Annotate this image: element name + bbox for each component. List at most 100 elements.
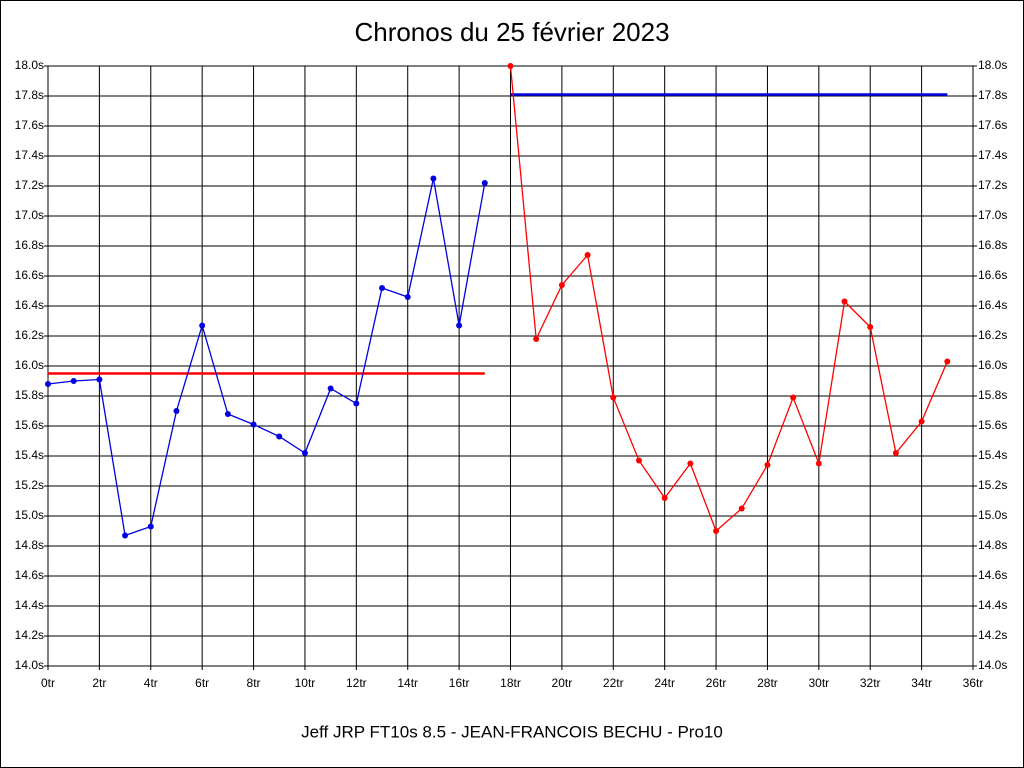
data-point xyxy=(610,394,617,401)
x-tick-label: 12tr xyxy=(346,676,367,690)
y-tick-label: 15.4s xyxy=(15,448,44,462)
data-point xyxy=(199,322,206,329)
data-point xyxy=(173,408,180,414)
y2-tick-label: 16.4s xyxy=(978,298,1007,312)
data-point xyxy=(301,450,308,456)
data-point xyxy=(96,376,103,383)
x-tick-label: 8tr xyxy=(247,676,261,690)
y2-tick-label: 17.4s xyxy=(978,148,1007,162)
data-point xyxy=(738,505,745,512)
data-point xyxy=(944,358,951,365)
data-point xyxy=(892,450,899,456)
x-tick-label: 2tr xyxy=(92,676,106,690)
x-tick-label: 14tr xyxy=(397,676,418,690)
y-tick-label: 14.4s xyxy=(15,598,44,612)
data-point xyxy=(122,532,129,539)
x-tick-label: 28tr xyxy=(757,676,778,690)
y-tick-label: 16.0s xyxy=(15,358,44,372)
y-tick-label: 14.0s xyxy=(15,658,44,672)
y2-tick-label: 15.0s xyxy=(978,508,1007,522)
data-point xyxy=(250,421,257,428)
data-point xyxy=(713,528,720,534)
y2-tick-label: 14.4s xyxy=(978,598,1007,612)
x-tick-label: 36tr xyxy=(963,676,984,690)
data-point xyxy=(276,433,283,440)
x-tick-label: 18tr xyxy=(500,676,521,690)
x-tick-label: 0tr xyxy=(41,676,55,690)
y2-tick-label: 15.6s xyxy=(978,418,1007,432)
x-tick-label: 32tr xyxy=(860,676,881,690)
y2-tick-label: 14.0s xyxy=(978,658,1007,672)
y-tick-label: 16.8s xyxy=(15,238,44,252)
data-point xyxy=(764,462,771,468)
y2-tick-label: 16.8s xyxy=(978,238,1007,252)
data-point xyxy=(635,457,642,464)
subtitle: Jeff JRP FT10s 8.5 - JEAN-FRANCOIS BECHU… xyxy=(301,722,723,741)
y-tick-label: 15.0s xyxy=(15,508,44,522)
y-tick-label: 15.8s xyxy=(15,388,44,402)
data-point xyxy=(507,63,514,69)
y2-tick-label: 17.0s xyxy=(978,208,1007,222)
data-point xyxy=(430,175,437,182)
x-tick-label: 4tr xyxy=(144,676,158,690)
x-tick-label: 34tr xyxy=(911,676,932,690)
data-point xyxy=(45,381,51,387)
y-tick-label: 16.4s xyxy=(15,298,44,312)
y2-tick-label: 14.6s xyxy=(978,568,1007,582)
y2-tick-label: 16.6s xyxy=(978,268,1007,282)
y-tick-label: 14.6s xyxy=(15,568,44,582)
series-line xyxy=(509,65,948,533)
y2-tick-label: 14.2s xyxy=(978,628,1007,642)
y-tick-label: 17.2s xyxy=(15,178,44,192)
data-point xyxy=(584,252,591,258)
y2-tick-label: 16.2s xyxy=(978,328,1007,342)
x-tick-label: 30tr xyxy=(808,676,829,690)
data-point xyxy=(841,298,848,305)
x-tick-label: 22tr xyxy=(603,676,624,690)
x-tick-label: 26tr xyxy=(706,676,727,690)
y-tick-label: 16.2s xyxy=(15,328,44,342)
data-point xyxy=(70,378,77,384)
y2-tick-label: 17.8s xyxy=(978,88,1007,102)
y-tick-label: 17.6s xyxy=(15,118,44,132)
data-point xyxy=(661,495,668,501)
data-point xyxy=(867,324,874,330)
y2-tick-label: 16.0s xyxy=(978,358,1007,372)
data-point xyxy=(558,282,565,288)
y-tick-label: 15.6s xyxy=(15,418,44,432)
y-tick-label: 17.4s xyxy=(15,148,44,162)
data-point xyxy=(687,460,694,467)
data-point xyxy=(224,411,231,417)
y-tick-label: 14.2s xyxy=(15,628,44,642)
data-point xyxy=(353,400,360,407)
y2-tick-label: 18.0s xyxy=(978,58,1007,72)
data-point xyxy=(790,394,797,401)
y2-tick-label: 15.4s xyxy=(978,448,1007,462)
y2-tick-label: 17.6s xyxy=(978,118,1007,132)
y-tick-label: 14.8s xyxy=(15,538,44,552)
x-tick-label: 16tr xyxy=(449,676,470,690)
y2-tick-label: 15.2s xyxy=(978,478,1007,492)
y-tick-label: 17.8s xyxy=(15,88,44,102)
x-tick-label: 24tr xyxy=(654,676,675,690)
y-tick-label: 17.0s xyxy=(15,208,44,222)
data-point xyxy=(379,285,386,291)
y2-tick-label: 17.2s xyxy=(978,178,1007,192)
data-point xyxy=(404,294,411,300)
data-point xyxy=(918,418,925,425)
data-point xyxy=(533,336,540,342)
y-tick-label: 15.2s xyxy=(15,478,44,492)
y2-tick-label: 14.8s xyxy=(978,538,1007,552)
y2-tick-label: 15.8s xyxy=(978,388,1007,402)
series-line xyxy=(47,178,486,537)
data-point xyxy=(147,523,154,530)
chart-title: Chronos du 25 février 2023 xyxy=(354,17,669,47)
x-tick-label: 10tr xyxy=(295,676,316,690)
data-point xyxy=(481,180,488,186)
data-point xyxy=(815,460,822,467)
y-tick-label: 18.0s xyxy=(15,58,44,72)
data-point xyxy=(456,322,463,329)
y-tick-label: 16.6s xyxy=(15,268,44,282)
